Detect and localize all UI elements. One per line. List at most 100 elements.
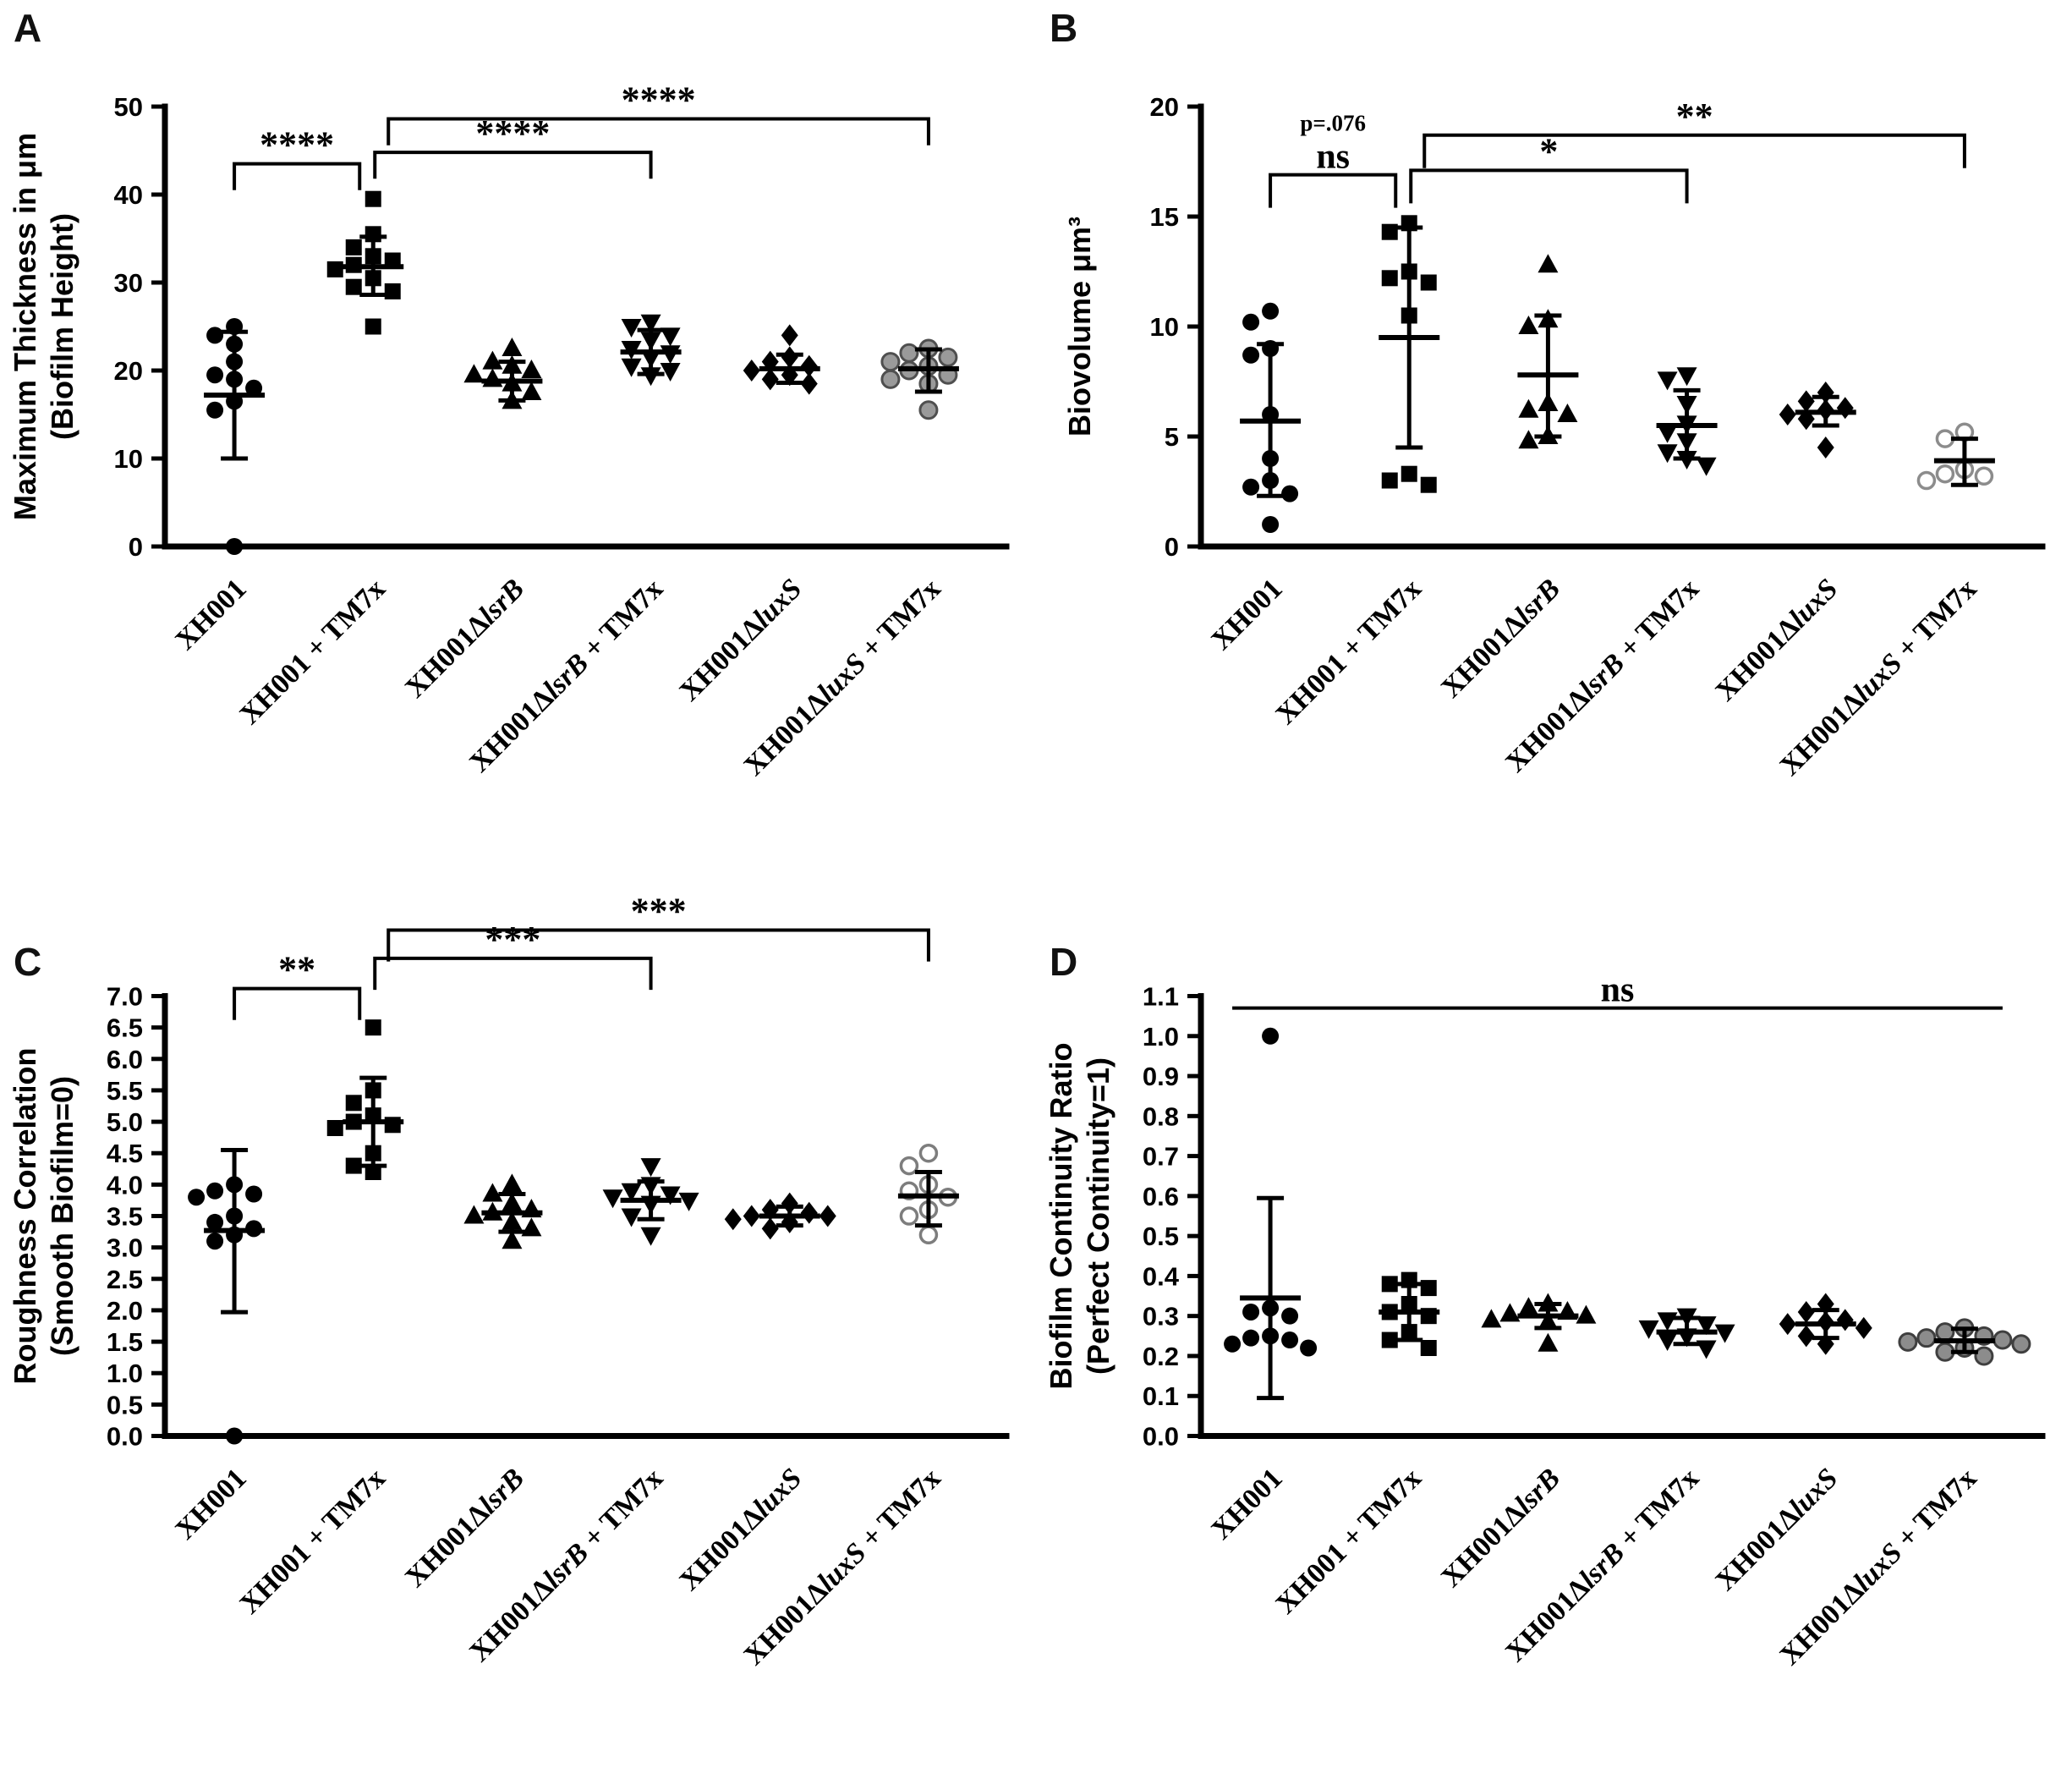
error-bar bbox=[1933, 437, 1995, 487]
data-point bbox=[1935, 464, 1955, 484]
error-bar bbox=[620, 1179, 682, 1222]
data-point bbox=[621, 1183, 642, 1202]
significance-bracket: *** bbox=[386, 891, 930, 962]
y-tick-label: 1.0 bbox=[107, 1359, 143, 1388]
data-point bbox=[1224, 1335, 1242, 1353]
data-point bbox=[1797, 390, 1815, 413]
x-tick-label: XH001ΔluxS bbox=[674, 1463, 809, 1597]
significance-bracket: nsp=.076 bbox=[1269, 111, 1398, 208]
y-tick-label: 0.1 bbox=[1143, 1381, 1179, 1411]
data-point bbox=[1557, 404, 1578, 422]
y-axis-title: Maximum Thickness in μm (Biofilm Height) bbox=[8, 133, 79, 520]
data-point bbox=[521, 382, 542, 400]
data-point bbox=[2011, 1334, 2031, 1354]
data-point bbox=[1499, 1303, 1521, 1322]
data-point bbox=[621, 358, 642, 377]
data-point bbox=[640, 314, 661, 333]
significance-label: * bbox=[1539, 130, 1558, 172]
error-bar bbox=[1656, 1315, 1718, 1347]
panel-d: D 0.0 0.1 0.2 0.3 0.4 0.5 0.6 0.7 0.8 0.9 1.0 1.1 Bi… bbox=[1036, 890, 2072, 1779]
data-point bbox=[1242, 313, 1260, 331]
data-point bbox=[365, 1164, 381, 1180]
significance-label: ns bbox=[1316, 138, 1350, 177]
data-point bbox=[245, 1185, 263, 1203]
y-axis-title: Roughness Correlation (Smooth Biofilm=0) bbox=[8, 1047, 79, 1384]
data-point bbox=[1974, 466, 1994, 486]
error-bar bbox=[1656, 387, 1718, 461]
data-point bbox=[1381, 472, 1398, 489]
significance-bracket: ns bbox=[1232, 971, 2003, 1010]
error-bar bbox=[1517, 1302, 1579, 1331]
y-tick-label: 10 bbox=[1150, 312, 1179, 342]
data-point bbox=[1993, 1330, 2013, 1350]
y-tick-label: 20 bbox=[1150, 92, 1179, 122]
error-bar bbox=[204, 329, 266, 461]
data-point bbox=[345, 239, 362, 255]
data-point bbox=[781, 324, 798, 347]
y-axis-ticks: 0.0 0.51.01.52.02.53.03.54.04.55.05.56.06… bbox=[107, 982, 165, 1452]
data-point bbox=[1281, 1332, 1299, 1349]
data-point bbox=[345, 1157, 362, 1174]
y-axis-title: Biovolume μm³ bbox=[1062, 217, 1097, 437]
x-tick-label: XH001ΔlsrB bbox=[399, 1463, 530, 1594]
data-point bbox=[1676, 367, 1697, 387]
data-point bbox=[1657, 1332, 1678, 1352]
data-point bbox=[1916, 470, 1937, 491]
y-tick-label: 3.0 bbox=[107, 1233, 143, 1263]
data-point bbox=[1935, 429, 1955, 448]
data-point bbox=[1381, 223, 1398, 240]
data-point bbox=[226, 538, 244, 555]
y-axis-title-line: (Perfect Continuity=1) bbox=[1081, 1057, 1115, 1375]
y-tick-label: 2.0 bbox=[107, 1296, 143, 1326]
data-point bbox=[245, 379, 263, 397]
y-tick-label: 0.8 bbox=[1143, 1101, 1179, 1131]
data-point bbox=[1420, 274, 1437, 291]
data-point bbox=[206, 366, 224, 384]
y-tick-label: 4.5 bbox=[107, 1139, 143, 1168]
significance-label: *** bbox=[485, 919, 540, 960]
error-bar bbox=[1379, 1282, 1440, 1342]
y-tick-label: 50 bbox=[114, 92, 143, 122]
x-tick-label: XH001 bbox=[1205, 573, 1288, 656]
data-point bbox=[602, 1189, 623, 1209]
significance-bracket: *** bbox=[373, 919, 653, 991]
series-1 bbox=[326, 190, 401, 335]
data-point bbox=[206, 1182, 224, 1200]
y-tick-label: 6.0 bbox=[107, 1045, 143, 1074]
data-point bbox=[819, 1205, 836, 1227]
y-tick-label: 0.9 bbox=[1143, 1062, 1179, 1091]
data-point bbox=[1420, 476, 1437, 493]
data-point bbox=[1935, 1342, 1955, 1362]
data-point bbox=[660, 1186, 681, 1205]
panel-a: A 0 10 20 30 40 50 Maximum Thickness in μm (Bio… bbox=[0, 0, 1036, 890]
data-point bbox=[1657, 371, 1678, 391]
error-bar bbox=[620, 327, 682, 376]
error-bar bbox=[1933, 1326, 1995, 1354]
panel-c: C 0.0 0.5 1.0 1.5 2.0 2.5 3.0 3.5 4.0 4.5 5.0 5.5 6.… bbox=[0, 890, 1036, 1779]
series-2 bbox=[463, 338, 542, 409]
data-point bbox=[1300, 1339, 1318, 1357]
error-bar bbox=[1795, 394, 1856, 428]
data-point bbox=[463, 1205, 485, 1224]
x-tick-label: XH001ΔlsrB bbox=[1435, 1463, 1566, 1594]
error-bar bbox=[897, 1170, 959, 1228]
y-tick-label: 5.0 bbox=[107, 1107, 143, 1137]
x-tick-label: XH001 + TM7x bbox=[234, 573, 392, 730]
y-tick-label: 0.6 bbox=[1143, 1182, 1179, 1211]
panel-letter-c: C bbox=[14, 940, 42, 984]
significance-bracket: * bbox=[1409, 130, 1689, 204]
y-axis-ticks: 0 5 10 15 20 bbox=[1150, 92, 1201, 562]
data-point bbox=[1518, 398, 1539, 418]
data-point bbox=[761, 368, 779, 391]
y-tick-label: 15 bbox=[1150, 202, 1179, 232]
data-point bbox=[206, 401, 224, 419]
x-tick-label: XH001 + TM7x bbox=[234, 1463, 392, 1620]
significance-sublabel: p=.076 bbox=[1300, 111, 1366, 136]
data-point bbox=[1714, 1324, 1735, 1343]
x-tick-label: XH001 bbox=[169, 1463, 252, 1546]
y-tick-label: 30 bbox=[114, 268, 143, 298]
significance-bracket: **** bbox=[386, 80, 930, 146]
significance-bracket: ** bbox=[233, 949, 362, 1020]
